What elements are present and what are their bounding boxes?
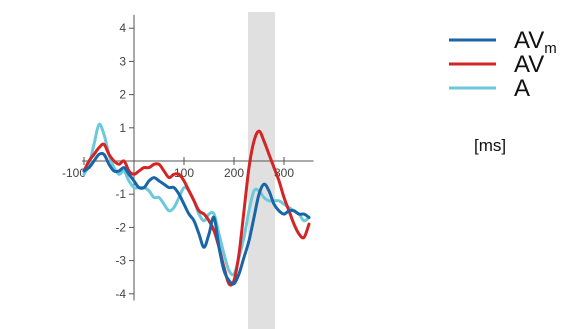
legend-label: AVm (514, 27, 557, 57)
y-tick-label: -2 (115, 220, 126, 234)
legend-label: A (514, 75, 530, 102)
axes: -100 100 200 300 -4 -3 -2 -1 1 2 3 4 (62, 14, 314, 301)
highlight-band (248, 12, 275, 329)
x-axis-unit-label: [ms] (474, 136, 506, 155)
legend-label-subscript: m (544, 40, 557, 57)
y-tick-label: -1 (115, 187, 126, 201)
y-tick-label: -4 (115, 287, 126, 301)
x-tick-label: -100 (62, 166, 86, 180)
y-tick-label: 2 (119, 88, 126, 102)
y-tick-label: 4 (119, 21, 126, 35)
y-tick-label: -3 (115, 254, 126, 268)
y-tick-label: 3 (119, 54, 126, 68)
legend-label: AV (514, 51, 544, 78)
x-tick-label: 100 (174, 166, 194, 180)
x-tick-label: 300 (274, 166, 294, 180)
series-lines (82, 122, 311, 287)
series-line-av (82, 129, 311, 287)
series-line-avm (82, 151, 311, 286)
y-tick-label: 1 (119, 121, 126, 135)
highlight-band-layer (248, 12, 275, 329)
x-tick-label: 200 (224, 166, 244, 180)
